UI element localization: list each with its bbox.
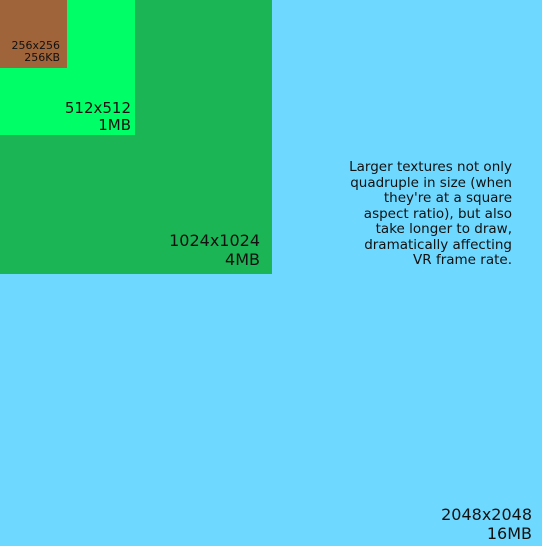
texture-256-dimensions: 256x256 [11, 38, 60, 52]
texture-256-square: 256x256 256KB [0, 0, 67, 68]
texture-1024-size: 4MB [225, 249, 260, 269]
texture-512-size: 1MB [98, 115, 131, 134]
texture-512-label: 512x512 1MB [64, 98, 131, 135]
texture-2048-dimensions: 2048x2048 [441, 505, 532, 525]
texture-2048-size: 16MB [486, 523, 532, 543]
explanation-note: Larger textures not only quadruple in si… [349, 159, 512, 269]
texture-1024-label: 1024x1024 4MB [169, 231, 260, 269]
texture-256-size: 256KB [24, 51, 60, 65]
texture-256-label: 256x256 256KB [11, 38, 60, 65]
texture-1024-dimensions: 1024x1024 [169, 231, 260, 251]
texture-2048-label: 2048x2048 16MB [441, 505, 532, 543]
texture-512-dimensions: 512x512 [64, 98, 131, 117]
